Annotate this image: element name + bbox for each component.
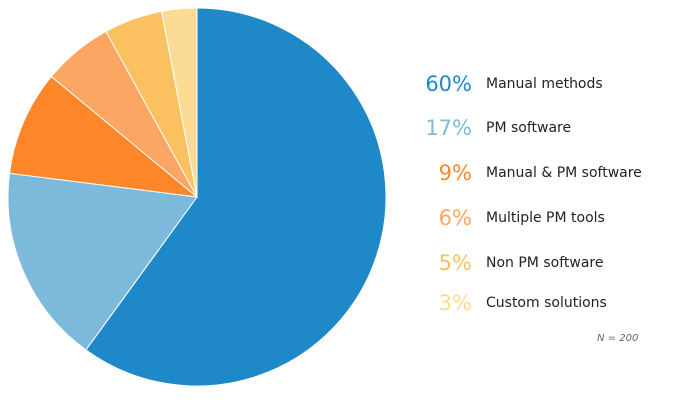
pie-chart-svg <box>7 7 387 387</box>
legend-item-pm-software: 17% PM software <box>410 113 670 143</box>
legend-percentage: 60% <box>425 72 472 96</box>
legend-label: Manual methods <box>486 76 603 92</box>
pie-slice-pm-software <box>7 172 198 351</box>
legend-label: Non PM software <box>486 255 604 271</box>
legend-item-non-pm-software: 5% Non PM software <box>410 248 670 278</box>
legend-percentage: 6% <box>438 206 472 230</box>
legend-label: PM software <box>486 120 572 136</box>
legend-percentage: 17% <box>425 116 472 140</box>
sample-size-note: N = 200 <box>597 333 639 344</box>
legend-percentage: 9% <box>438 161 472 185</box>
legend-item-manual-pm-software: 9% Manual & PM software <box>410 158 670 188</box>
pie-slice-manual-methods <box>85 7 387 387</box>
legend-item-multiple-pm-tools: 6% Multiple PM tools <box>410 203 670 233</box>
legend-label: Manual & PM software <box>486 165 642 181</box>
legend-item-custom-solutions: 3% Custom solutions <box>410 288 670 318</box>
pie-slice-manual-pm-software <box>8 75 199 198</box>
pie-slice-custom-solutions <box>160 7 198 198</box>
legend-percentage: 3% <box>438 291 472 315</box>
legend-item-manual-methods: 60% Manual methods <box>410 69 670 99</box>
legend-percentage: 5% <box>438 251 472 275</box>
legend-label: Custom solutions <box>486 295 607 311</box>
legend-label: Multiple PM tools <box>486 210 605 226</box>
